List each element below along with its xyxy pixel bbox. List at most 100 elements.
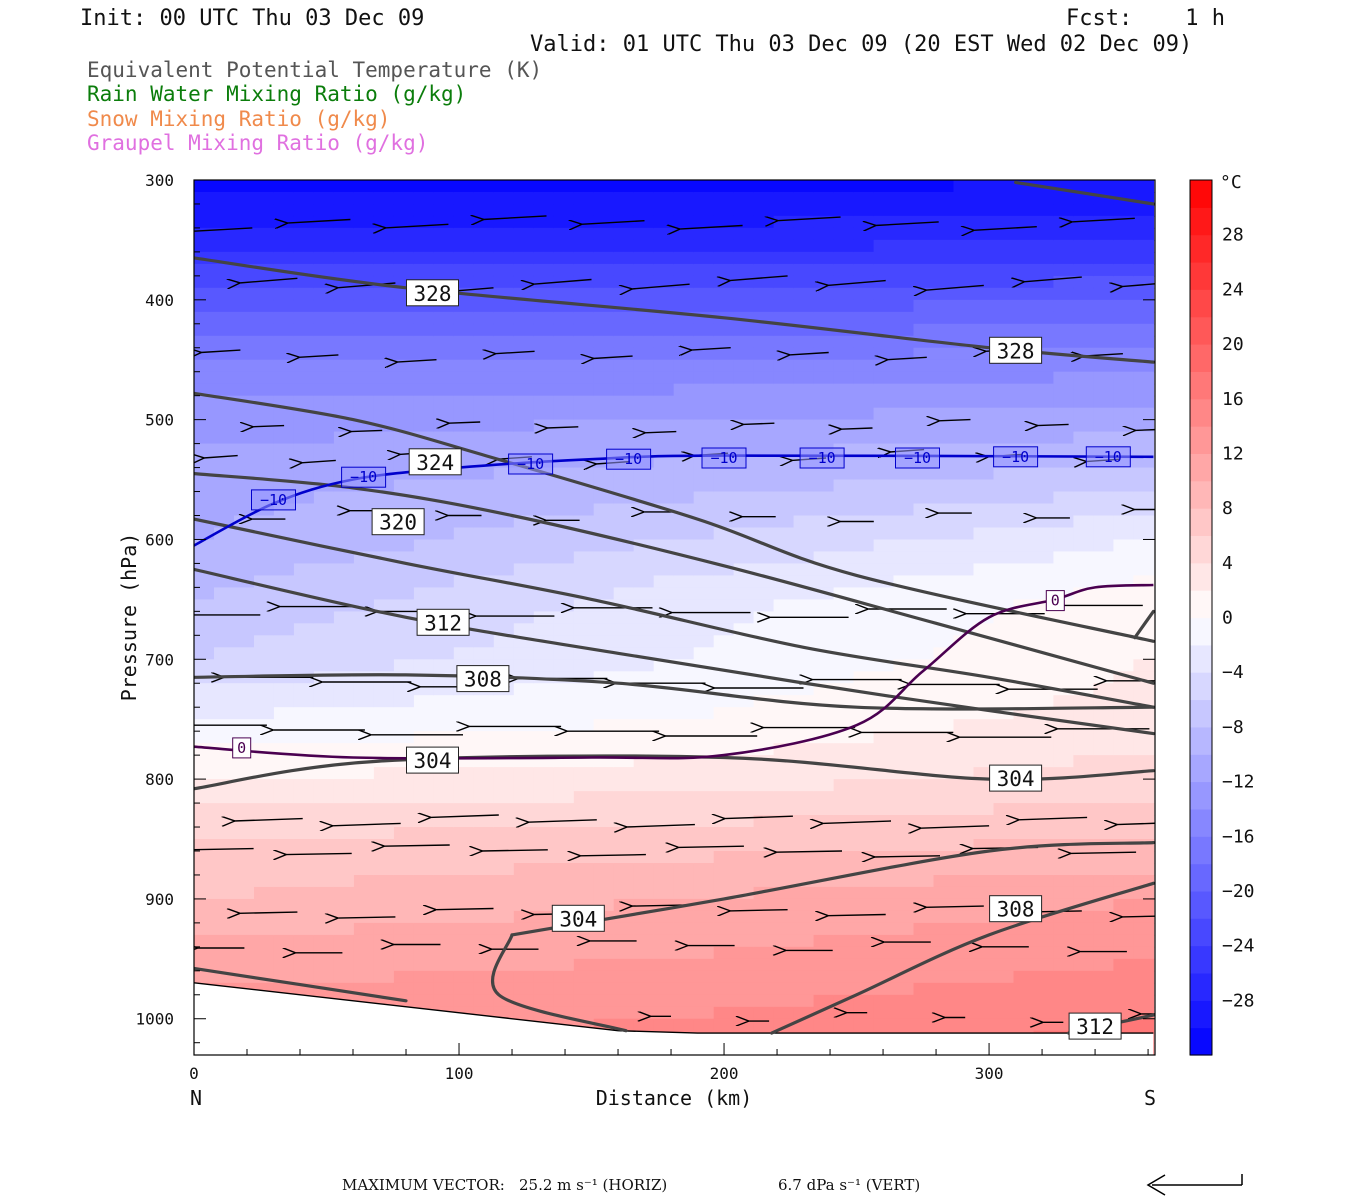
shade-cell xyxy=(593,970,615,984)
shade-cell xyxy=(893,180,915,193)
shade-cell xyxy=(733,958,755,972)
colorbar-segment xyxy=(1190,1027,1212,1056)
shade-cell xyxy=(733,359,755,373)
shade-cell xyxy=(273,359,295,373)
shade-cell xyxy=(353,743,375,756)
shade-cell xyxy=(473,551,495,565)
shade-cell xyxy=(333,395,355,409)
shade-cell xyxy=(254,839,275,852)
isotherm-label--10: −10 xyxy=(993,446,1039,468)
shade-cell xyxy=(1133,851,1155,864)
shade-cell xyxy=(673,922,695,936)
shade-cell xyxy=(733,994,755,1008)
shade-cell xyxy=(1053,875,1075,888)
shade-cell xyxy=(493,395,515,409)
shade-cell xyxy=(853,839,875,852)
shade-cell xyxy=(953,875,975,888)
shade-cell xyxy=(393,898,415,912)
shade-cell xyxy=(573,419,595,433)
shade-cell xyxy=(333,743,355,756)
shade-cell xyxy=(353,323,375,337)
shade-cell xyxy=(1093,755,1115,768)
shade-cell xyxy=(473,419,495,433)
shade-cell xyxy=(853,539,875,553)
shade-cell xyxy=(214,431,235,445)
shade-cell xyxy=(353,371,375,385)
shade-cell xyxy=(273,311,295,325)
shade-cell xyxy=(553,455,575,469)
shade-cell xyxy=(254,383,275,397)
shade-cell xyxy=(553,563,575,577)
theta-e-label-text: 312 xyxy=(424,611,462,635)
shade-cell xyxy=(194,539,215,553)
shade-cell xyxy=(393,635,415,649)
shade-cell xyxy=(1053,910,1075,924)
shade-cell xyxy=(973,743,995,756)
shade-cell xyxy=(273,383,295,397)
theta-e-label-text: 304 xyxy=(997,767,1035,791)
shade-cell xyxy=(513,227,535,241)
shade-cell xyxy=(553,539,575,553)
shade-cell xyxy=(573,803,595,816)
shade-cell xyxy=(1033,1018,1055,1032)
shade-cell xyxy=(373,215,395,229)
shade-cell xyxy=(453,982,475,996)
shade-cell xyxy=(653,863,675,876)
shade-cell xyxy=(813,982,835,996)
shade-cell xyxy=(1093,875,1115,888)
shade-cell xyxy=(1093,647,1115,661)
shade-cell xyxy=(913,527,935,541)
shade-cell xyxy=(353,779,375,792)
shade-cell xyxy=(273,839,295,852)
shade-cell xyxy=(573,311,595,325)
shade-cell xyxy=(1033,383,1055,397)
shade-cell xyxy=(533,910,555,924)
shade-cell xyxy=(573,886,595,900)
shade-cell xyxy=(433,647,455,661)
shade-cell xyxy=(933,515,955,529)
shade-cell xyxy=(613,767,635,780)
shade-cell xyxy=(953,958,975,972)
shade-cell xyxy=(1113,863,1135,876)
shade-cell xyxy=(793,623,815,637)
shade-cell xyxy=(493,587,515,601)
shade-cell xyxy=(913,251,935,265)
shade-cell xyxy=(853,898,875,912)
shade-cell xyxy=(753,659,775,673)
shade-cell xyxy=(853,287,875,301)
shade-cell xyxy=(254,599,275,613)
shade-cell xyxy=(413,647,435,661)
shade-cell xyxy=(513,251,535,265)
wind-vector xyxy=(827,915,886,916)
shade-cell xyxy=(593,467,615,481)
shade-cell xyxy=(813,934,835,948)
shade-cell xyxy=(353,623,375,637)
max-vector-label: MAXIMUM VECTOR: xyxy=(342,1176,505,1194)
shade-cell xyxy=(593,851,615,864)
shade-cell xyxy=(553,839,575,852)
shade-cell xyxy=(913,180,935,193)
shade-cell xyxy=(194,263,215,277)
shade-cell xyxy=(733,275,755,289)
shade-cell xyxy=(933,898,955,912)
shade-cell xyxy=(553,215,575,229)
shade-cell xyxy=(773,299,795,313)
shade-cell xyxy=(853,431,875,445)
shade-cell xyxy=(933,827,955,840)
shade-cell xyxy=(393,204,415,217)
shade-cell xyxy=(793,707,815,720)
shade-cell xyxy=(753,479,775,493)
shade-cell xyxy=(493,563,515,577)
shade-cell xyxy=(693,767,715,780)
shade-cell xyxy=(833,922,855,936)
shade-cell xyxy=(853,958,875,972)
shade-cell xyxy=(653,263,675,277)
shade-cell xyxy=(833,335,855,349)
shade-cell xyxy=(1093,731,1115,744)
shade-cell xyxy=(473,587,495,601)
shade-cell xyxy=(773,180,795,193)
shade-cell xyxy=(873,743,895,756)
shade-cell xyxy=(873,180,895,193)
shade-cell xyxy=(1013,575,1035,589)
shade-cell xyxy=(234,647,255,661)
